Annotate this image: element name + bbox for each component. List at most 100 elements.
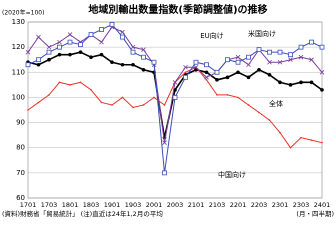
- point: [246, 54, 251, 60]
- point: [121, 96, 124, 99]
- point: [57, 44, 62, 50]
- footnote: (資料)財務省「貿易統計」 (注)直近は24年1,2月の平均: [2, 209, 163, 218]
- point: [277, 59, 283, 65]
- point: [99, 52, 104, 57]
- point: [298, 44, 304, 50]
- x-tick-label: 1801: [62, 201, 79, 209]
- point: [235, 54, 241, 60]
- point: [172, 95, 178, 100]
- point: [257, 67, 261, 72]
- series-label: 全体: [269, 99, 283, 108]
- point: [99, 27, 104, 32]
- point: [319, 70, 325, 75]
- point: [214, 69, 220, 75]
- point: [36, 57, 41, 63]
- point: [88, 32, 94, 37]
- point: [309, 39, 314, 45]
- point: [309, 80, 314, 85]
- point: [267, 49, 272, 55]
- point: [216, 94, 218, 96]
- y-tick-label: 120: [12, 43, 25, 51]
- point: [27, 109, 29, 111]
- point: [256, 47, 262, 53]
- point: [183, 64, 188, 70]
- x-tick-label: 1803: [83, 201, 100, 209]
- point: [247, 104, 250, 106]
- point: [193, 64, 199, 70]
- series-line: [27, 51, 323, 138]
- series-label: 米国向け: [248, 29, 276, 38]
- point: [258, 111, 260, 114]
- point: [142, 104, 145, 106]
- x-tick-label: 1701: [20, 201, 37, 209]
- point: [141, 47, 146, 52]
- series-label: 中国向け: [218, 170, 246, 179]
- point: [120, 29, 125, 35]
- point: [298, 54, 304, 60]
- point: [246, 75, 251, 80]
- point: [25, 49, 31, 55]
- x-tick-label: 2001: [146, 201, 163, 209]
- x-tick-label: 1703: [41, 201, 58, 209]
- point: [267, 73, 272, 77]
- point: [141, 67, 146, 72]
- point: [288, 57, 293, 62]
- x-tick-label: 2101: [188, 201, 205, 209]
- point: [47, 57, 51, 62]
- y-tick-label: 90: [16, 119, 25, 127]
- point: [205, 79, 208, 81]
- point: [79, 81, 82, 84]
- point: [36, 62, 41, 67]
- point: [36, 34, 41, 40]
- point: [204, 75, 209, 80]
- point: [183, 74, 188, 80]
- point: [163, 104, 166, 106]
- y-unit: (2020年=100): [2, 9, 44, 17]
- point: [48, 94, 50, 96]
- point: [78, 42, 83, 48]
- x-unit: (月・四半期): [296, 209, 334, 218]
- point: [278, 80, 282, 85]
- point: [184, 71, 187, 74]
- point: [68, 52, 72, 57]
- point: [46, 44, 52, 50]
- y-tick-label: 100: [12, 93, 25, 101]
- point: [57, 52, 62, 57]
- y-tick-label: 110: [12, 68, 25, 76]
- point: [236, 70, 240, 75]
- x-tick-label: 2301: [272, 201, 289, 209]
- point: [67, 39, 73, 45]
- point: [193, 59, 199, 65]
- point: [246, 62, 251, 68]
- y-tick-label: 70: [16, 169, 25, 177]
- x-tick-label: 2103: [209, 201, 226, 209]
- point: [90, 89, 92, 91]
- x-tick-label: 1903: [125, 201, 142, 209]
- point: [310, 139, 313, 141]
- point: [130, 44, 136, 50]
- point: [151, 59, 157, 65]
- point: [130, 49, 136, 55]
- point: [279, 131, 281, 134]
- y-tick-label: 60: [16, 194, 25, 202]
- point: [235, 59, 241, 65]
- point: [99, 39, 104, 45]
- point: [141, 54, 146, 60]
- x-tick-label: 2201: [230, 201, 247, 209]
- point: [277, 49, 283, 55]
- point: [58, 81, 61, 84]
- x-tick-label: 2203: [251, 201, 268, 209]
- x-tick-label: 2303: [293, 201, 310, 209]
- point: [37, 101, 40, 104]
- point: [309, 57, 314, 62]
- point: [320, 88, 324, 92]
- point: [57, 39, 62, 45]
- point: [288, 52, 293, 58]
- point: [172, 80, 178, 85]
- y-tick-label: 80: [16, 144, 25, 152]
- chart: 地域別輸出数量指数(季節調整値)の推移 (2020年=100) (月・四半期) …: [2, 3, 334, 218]
- point: [267, 59, 272, 65]
- point: [300, 136, 302, 139]
- point: [225, 75, 230, 80]
- point: [132, 106, 134, 109]
